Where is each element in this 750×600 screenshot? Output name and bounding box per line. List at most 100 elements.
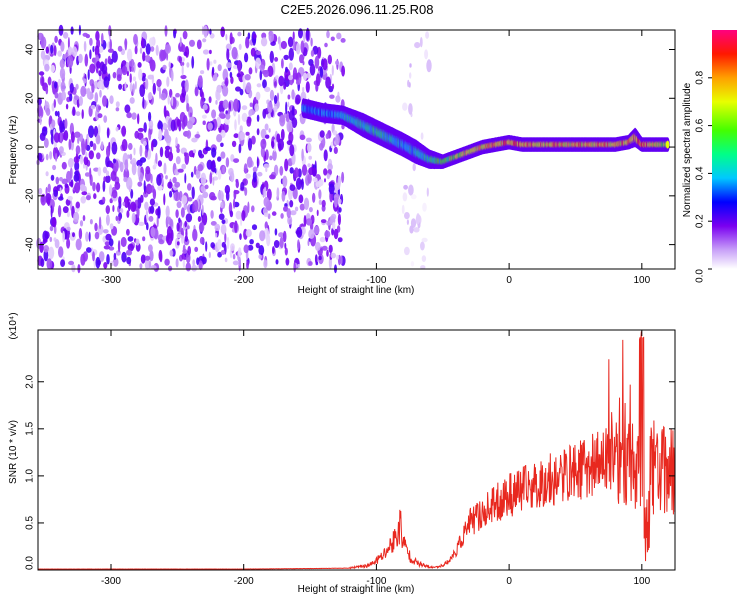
- heatmap-cell: [67, 195, 73, 201]
- heatmap-cell: [186, 62, 190, 68]
- heatmap-cell: [175, 156, 181, 165]
- heatmap-cell: [105, 205, 111, 215]
- heatmap-cell: [239, 88, 244, 96]
- heatmap-cell: [269, 89, 275, 101]
- heatmap-cell: [199, 88, 203, 98]
- heatmap-cell: [401, 204, 405, 214]
- heatmap-cell: [426, 187, 429, 197]
- heatmap-cell: [233, 98, 240, 112]
- heatmap-cell: [62, 54, 67, 60]
- x-tick-label: -100: [366, 275, 386, 286]
- heatmap-cell: [214, 167, 217, 174]
- heatmap-cell: [149, 198, 155, 206]
- heatmap-cell: [143, 122, 147, 133]
- heatmap-cell: [150, 226, 156, 238]
- heatmap-cell: [245, 173, 251, 179]
- heatmap-cell: [330, 141, 334, 149]
- heatmap-cell: [337, 237, 343, 243]
- heatmap-cell: [211, 66, 215, 75]
- heatmap-cell: [333, 146, 338, 154]
- heatmap-cell: [278, 75, 285, 87]
- heatmap-cell: [302, 61, 305, 66]
- heatmap-cell: [285, 257, 290, 266]
- heatmap-cell: [407, 79, 410, 88]
- heatmap-cell: [66, 211, 70, 218]
- heatmap-cell: [268, 128, 271, 133]
- heatmap-cell: [138, 68, 143, 81]
- heatmap-cell: [107, 48, 114, 53]
- heatmap-cell: [300, 40, 305, 54]
- heatmap-cell: [59, 177, 63, 182]
- heatmap-cell: [287, 36, 294, 48]
- heatmap-cell: [167, 95, 170, 105]
- heatmap-cell: [202, 191, 209, 199]
- heatmap-cell: [318, 199, 322, 206]
- heatmap-cell: [426, 59, 432, 73]
- heatmap-cell: [206, 159, 213, 170]
- heatmap-cell: [79, 154, 84, 165]
- y-tick-label: 2.0: [25, 374, 36, 388]
- heatmap-cell: [245, 229, 252, 238]
- heatmap-cell: [173, 191, 181, 202]
- heatmap-cell: [102, 166, 107, 174]
- heatmap-cell: [150, 173, 153, 184]
- heatmap-cell: [260, 37, 268, 47]
- colorbar: 0.0 0.2 0.4 0.6 0.8 Normalized spectral ampl…: [682, 30, 737, 283]
- heatmap-cell: [227, 108, 231, 115]
- heatmap-cell: [273, 95, 278, 104]
- colorbar-gradient: [712, 30, 737, 269]
- heatmap-cell: [244, 187, 248, 196]
- heatmap-cell: [201, 204, 204, 216]
- heatmap-cell: [207, 122, 213, 131]
- spectrogram-frame: [37, 29, 676, 270]
- heatmap-cell: [308, 207, 313, 213]
- heatmap-cell: [38, 187, 43, 195]
- heatmap-cell: [74, 182, 81, 194]
- heatmap-cell: [256, 114, 260, 123]
- heatmap-cell: [150, 46, 155, 52]
- heatmap-cell: [289, 200, 294, 208]
- heatmap-cell: [221, 241, 226, 248]
- heatmap-cell: [421, 237, 428, 243]
- heatmap-cell: [269, 155, 273, 161]
- colorbar-tick-label: 0.2: [695, 214, 706, 228]
- heatmap-cell: [305, 218, 313, 226]
- heatmap-cell: [222, 99, 229, 110]
- heatmap-cell: [286, 208, 291, 219]
- heatmap-cell: [103, 115, 108, 123]
- heatmap-cell: [182, 30, 188, 40]
- heatmap-cell: [111, 50, 118, 63]
- heatmap-cell: [101, 32, 104, 45]
- heatmap-cell: [241, 105, 248, 111]
- heatmap-cell: [258, 245, 265, 256]
- heatmap-cell: [274, 81, 277, 87]
- heatmap-cell: [232, 253, 236, 260]
- heatmap-cell: [318, 189, 322, 200]
- heatmap-cell: [137, 62, 142, 68]
- heatmap-cell: [419, 37, 423, 48]
- heatmap-cell: [75, 111, 81, 117]
- y-tick-label: -20: [25, 188, 36, 203]
- heatmap-cell: [89, 219, 93, 225]
- heatmap-cell: [277, 92, 279, 102]
- heatmap-cell: [59, 187, 62, 193]
- heatmap-cell: [133, 33, 138, 45]
- heatmap-cell: [404, 246, 410, 256]
- heatmap-cell: [71, 264, 76, 273]
- heatmap-cell: [176, 147, 180, 153]
- heatmap-cell: [78, 96, 83, 106]
- heatmap-cell: [225, 33, 228, 41]
- heatmap-cell: [156, 215, 159, 228]
- heatmap-cell: [176, 241, 180, 246]
- heatmap-cell: [109, 223, 114, 230]
- heatmap-cell: [132, 76, 136, 82]
- heatmap-cell: [52, 164, 57, 171]
- heatmap-cell: [79, 220, 84, 227]
- heatmap-cell: [112, 257, 119, 267]
- heatmap-cell: [129, 73, 132, 83]
- heatmap-cell: [302, 87, 305, 93]
- heatmap-cell: [159, 146, 164, 158]
- heatmap-cell: [279, 236, 284, 249]
- heatmap-cell: [44, 138, 49, 148]
